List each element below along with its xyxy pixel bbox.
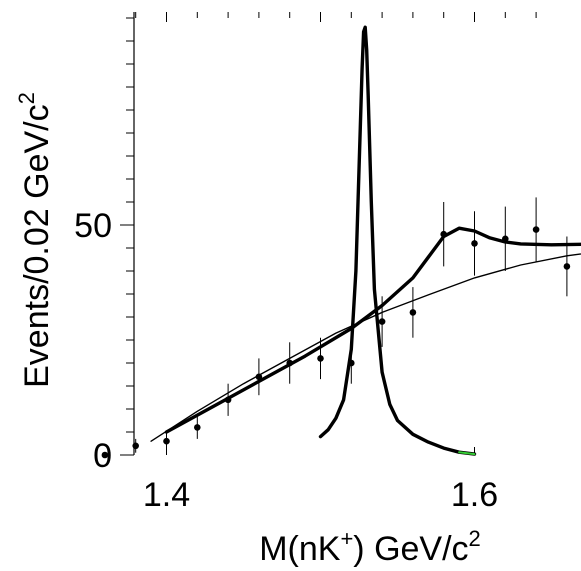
point-marker: [163, 437, 170, 445]
data-point: [502, 206, 509, 271]
data-point: [194, 415, 201, 439]
data-point: [101, 451, 109, 459]
point-marker: [224, 396, 232, 404]
x-tick-label: 1.6: [451, 476, 498, 514]
point-marker: [101, 451, 109, 459]
data-point: [163, 432, 170, 450]
point-marker: [132, 442, 139, 450]
point-marker: [409, 309, 417, 316]
data-point: [440, 202, 448, 267]
data-point: [255, 358, 263, 396]
point-marker: [532, 226, 540, 233]
curve-peak-tail: [458, 451, 476, 456]
x-axis-label: M(nK+) GeV/c2: [259, 526, 481, 568]
data-point: [317, 337, 324, 380]
data-point: [286, 342, 294, 384]
point-marker: [471, 240, 478, 247]
curve-background: [150, 253, 581, 442]
point-marker: [563, 263, 571, 270]
data-point: [563, 236, 571, 297]
data-point: [224, 383, 232, 416]
data-point: [378, 296, 386, 347]
fit-curves: [150, 25, 581, 456]
data-point: [471, 211, 478, 276]
point-marker: [317, 355, 324, 362]
data-point: [532, 197, 540, 262]
point-marker: [194, 424, 201, 431]
y-tick-label: 50: [74, 207, 112, 245]
tick-labels: 1.41.61.8050: [74, 207, 498, 514]
x-tick-label: 1.4: [143, 476, 190, 514]
y-axis-label: Events/0.02 GeV/c2: [14, 92, 56, 388]
point-marker: [378, 318, 386, 325]
point-marker: [502, 235, 509, 243]
point-marker: [286, 359, 294, 367]
curve-narrow-peak: [318, 25, 477, 456]
point-marker: [440, 230, 448, 238]
point-marker: [348, 359, 355, 367]
axis-ticks: [120, 12, 537, 456]
data-point: [409, 287, 417, 338]
axes: [133, 12, 135, 455]
point-marker: [255, 373, 263, 381]
data-point: [348, 342, 355, 384]
data-points: [101, 197, 571, 459]
data-point: [132, 438, 139, 453]
